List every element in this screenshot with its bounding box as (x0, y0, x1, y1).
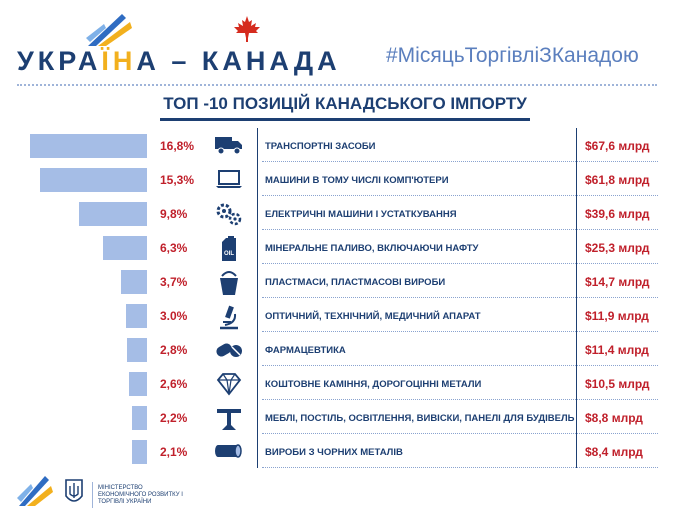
row-separator (262, 229, 658, 230)
truck-icon (214, 134, 244, 158)
column-divider-left (257, 128, 258, 468)
percent-label: 16,8% (160, 139, 195, 153)
value-label: $8,4 млрд (585, 445, 643, 459)
bar (103, 236, 147, 260)
header-divider (17, 84, 657, 86)
row-separator (262, 399, 658, 400)
value-label: $14,7 млрд (585, 275, 650, 289)
row-separator (262, 467, 658, 468)
percent-label: 15,3% (160, 173, 195, 187)
bar (30, 134, 147, 158)
svg-text:OIL: OIL (224, 251, 234, 257)
bar (127, 338, 147, 362)
category-label: МАШИНИ В ТОМУ ЧИСЛІ КОМП'ЮТЕРИ (265, 175, 449, 186)
footer-divider (92, 482, 93, 508)
ukraine-logo-icon (86, 14, 132, 46)
category-label: МІНЕРАЛЬНЕ ПАЛИВО, ВКЛЮЧАЮЧИ НАФТУ (265, 243, 479, 254)
value-label: $11,9 млрд (585, 309, 649, 323)
bar (132, 440, 147, 464)
category-label: ВИРОБИ З ЧОРНИХ МЕТАЛІВ (265, 447, 403, 458)
value-label: $61,8 млрд (585, 173, 650, 187)
bar (126, 304, 147, 328)
bar (79, 202, 147, 226)
pills-icon (214, 338, 244, 362)
bar (132, 406, 147, 430)
gears-icon (214, 202, 244, 226)
value-label: $67,6 млрд (585, 139, 650, 153)
coat-of-arms-icon (65, 479, 83, 502)
category-label: ОПТИЧНИЙ, ТЕХНІЧНИЙ, МЕДИЧНИЙ АПАРАТ (265, 311, 481, 322)
value-label: $11,4 млрд (585, 343, 649, 357)
category-label: КОШТОВНЕ КАМІННЯ, ДОРОГОЦІННІ МЕТАЛИ (265, 379, 482, 390)
laptop-icon (214, 168, 244, 192)
diamond-icon (214, 372, 244, 396)
hashtag: #МісяцьТоргівліЗКанадою (386, 44, 639, 67)
bucket-icon (214, 270, 244, 295)
row-separator (262, 433, 658, 434)
value-label: $25,3 млрд (585, 241, 650, 255)
oil-canister-icon: OIL (214, 236, 244, 261)
bar (129, 372, 147, 396)
category-label: ПЛАСТМАСИ, ПЛАСТМАСОВІ ВИРОБИ (265, 277, 446, 288)
row-separator (262, 297, 658, 298)
pipe-icon (214, 440, 244, 464)
bar (121, 270, 147, 294)
value-label: $10,5 млрд (585, 377, 650, 391)
column-divider-right (576, 128, 577, 468)
percent-label: 2,6% (160, 377, 188, 391)
table-icon (214, 406, 244, 430)
category-label: ЕЛЕКТРИЧНІ МАШИНИ І УСТАТКУВАННЯ (265, 209, 457, 220)
microscope-icon (214, 304, 244, 330)
maple-leaf-icon (234, 16, 260, 42)
percent-label: 2,2% (160, 411, 188, 425)
value-label: $39,6 млрд (585, 207, 650, 221)
title-underline (160, 118, 530, 121)
chart-title: ТОП -10 ПОЗИЦІЙ КАНАДСЬКОГО ІМПОРТУ (163, 94, 527, 113)
percent-label: 9,8% (160, 207, 188, 221)
percent-label: 6,3% (160, 241, 188, 255)
row-separator (262, 195, 658, 196)
value-label: $8,8 млрд (585, 411, 643, 425)
percent-label: 3,7% (160, 275, 188, 289)
row-separator (262, 331, 658, 332)
ministry-name: МІНІСТЕРСТВО ЕКОНОМІЧНОГО РОЗВИТКУ І ТОР… (98, 485, 183, 505)
category-label: ТРАНСПОРТНІ ЗАСОБИ (265, 141, 376, 152)
percent-label: 2,8% (160, 343, 188, 357)
row-separator (262, 263, 658, 264)
footer-logo-icon (17, 476, 53, 506)
brand-title: УКРАЇНА – КАНАДА (17, 46, 341, 76)
bar (40, 168, 147, 192)
category-label: ФАРМАЦЕВТИКА (265, 345, 346, 356)
category-label: МЕБЛІ, ПОСТІЛЬ, ОСВІТЛЕННЯ, ВИВІСКИ, ПАН… (265, 413, 575, 424)
row-separator (262, 365, 658, 366)
row-separator (262, 161, 658, 162)
percent-label: 2,1% (160, 445, 188, 459)
percent-label: 3.0% (160, 309, 188, 323)
